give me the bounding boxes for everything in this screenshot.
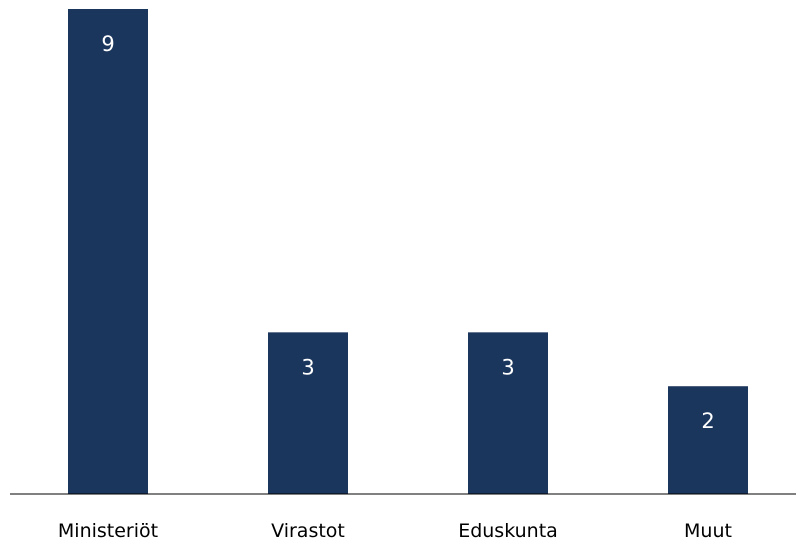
bar-value-label: 9 (101, 32, 114, 56)
bar-value-label: 3 (501, 355, 514, 379)
bar-value-label: 3 (301, 355, 314, 379)
category-label: Eduskunta (458, 520, 558, 542)
category-label: Virastot (271, 520, 345, 542)
value-labels-group: 9 3 3 2 (101, 32, 714, 433)
category-label: Ministeriöt (58, 520, 158, 542)
bar-value-label: 2 (701, 409, 714, 433)
category-label: Muut (684, 520, 732, 542)
bar-eduskunta (468, 332, 548, 494)
bar-virastot (268, 332, 348, 494)
category-labels-group: Ministeriöt Virastot Eduskunta Muut (58, 520, 732, 542)
bars-group (68, 9, 748, 494)
bar-muut (668, 386, 748, 494)
bar-ministeriöt (68, 9, 148, 494)
